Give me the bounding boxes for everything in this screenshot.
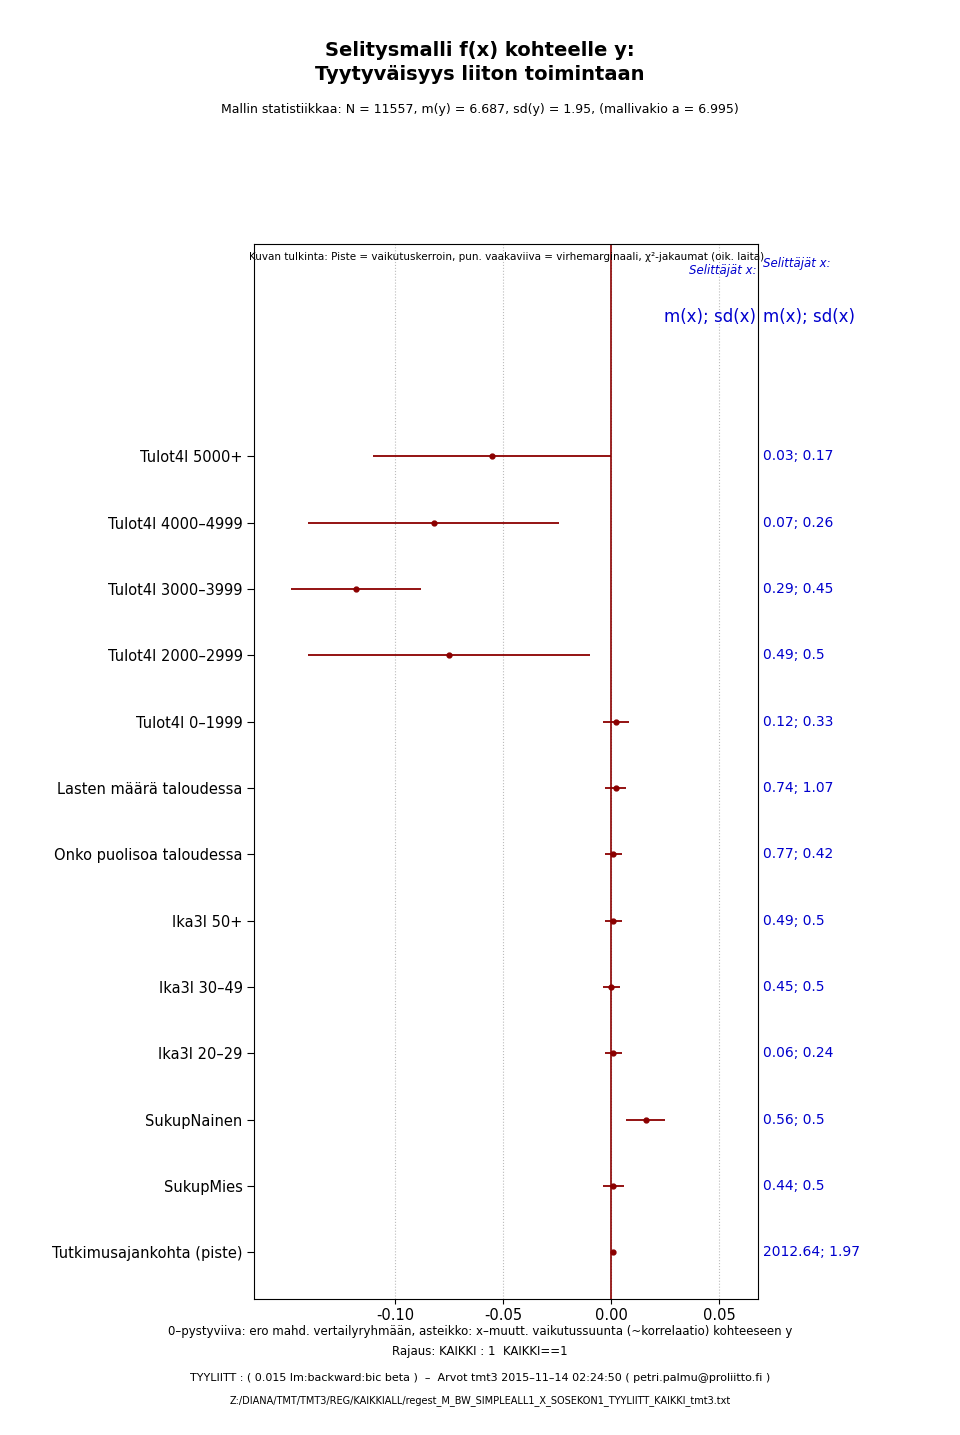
Text: 0.03; 0.17: 0.03; 0.17 (763, 449, 833, 464)
Text: 0.29; 0.45: 0.29; 0.45 (763, 581, 833, 596)
Text: m(x); sd(x): m(x); sd(x) (763, 309, 855, 326)
Text: 0.49; 0.5: 0.49; 0.5 (763, 649, 825, 662)
Text: m(x); sd(x): m(x); sd(x) (664, 309, 756, 326)
Text: Mallin statistiikkaa: N = 11557, m(y) = 6.687, sd(y) = 1.95, (mallivakio a = 6.9: Mallin statistiikkaa: N = 11557, m(y) = … (221, 102, 739, 116)
Text: Selitysmalli f(x) kohteelle y:: Selitysmalli f(x) kohteelle y: (325, 40, 635, 60)
Text: Rajaus: KAIKKI : 1  KAIKKI==1: Rajaus: KAIKKI : 1 KAIKKI==1 (393, 1345, 567, 1359)
Text: 0.12; 0.33: 0.12; 0.33 (763, 715, 833, 729)
Text: Selittäjät x:: Selittäjät x: (688, 264, 756, 277)
Text: 0.74; 1.07: 0.74; 1.07 (763, 781, 833, 795)
Text: Tyytyväisyys liiton toimintaan: Tyytyväisyys liiton toimintaan (315, 65, 645, 85)
Text: 0.49; 0.5: 0.49; 0.5 (763, 914, 825, 927)
Text: Z:/DIANA/TMT/TMT3/REG/KAIKKIALL/regest_M_BW_SIMPLEALL1_X_SOSEKON1_TYYLIITT_KAIKK: Z:/DIANA/TMT/TMT3/REG/KAIKKIALL/regest_M… (229, 1395, 731, 1406)
Text: Selittäjät x:: Selittäjät x: (763, 257, 830, 270)
Text: 0.44; 0.5: 0.44; 0.5 (763, 1180, 825, 1192)
Text: Kuvan tulkinta: Piste = vaikutuskerroin, pun. vaakaviiva = virhemarginaali, χ²-j: Kuvan tulkinta: Piste = vaikutuskerroin,… (249, 253, 764, 263)
Text: TYYLIITT : ( 0.015 lm:backward:bic beta )  –  Arvot tmt3 2015–11–14 02:24:50 ( p: TYYLIITT : ( 0.015 lm:backward:bic beta … (190, 1373, 770, 1382)
Text: 0–pystyviiva: ero mahd. vertailyryhmään, asteikko: x–muutt. vaikutussuunta (~kor: 0–pystyviiva: ero mahd. vertailyryhmään,… (168, 1325, 792, 1339)
Text: 0.56; 0.5: 0.56; 0.5 (763, 1112, 825, 1126)
Text: 2012.64; 1.97: 2012.64; 1.97 (763, 1246, 860, 1260)
Text: 0.45; 0.5: 0.45; 0.5 (763, 980, 825, 994)
Text: 0.06; 0.24: 0.06; 0.24 (763, 1046, 833, 1060)
Text: 0.07; 0.26: 0.07; 0.26 (763, 515, 833, 530)
Text: 0.77; 0.42: 0.77; 0.42 (763, 847, 833, 861)
